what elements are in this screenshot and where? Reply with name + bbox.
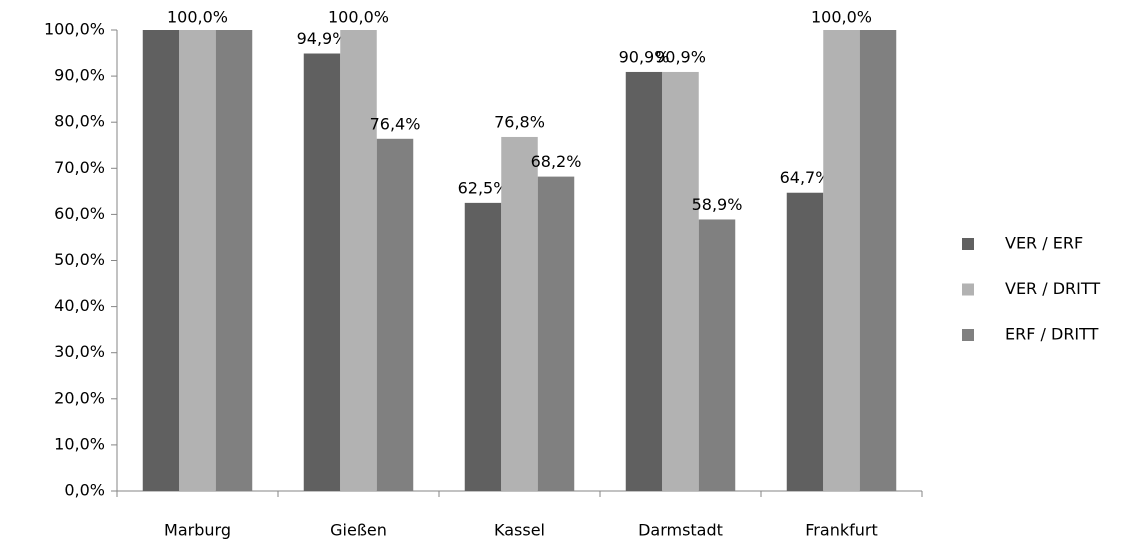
y-tick-label: 70,0%	[54, 158, 105, 177]
bar	[303, 53, 341, 492]
y-tick-label: 80,0%	[54, 112, 105, 131]
data-label: 76,4%	[370, 114, 421, 133]
y-tick-label: 50,0%	[54, 250, 105, 269]
data-label: 58,9%	[692, 195, 743, 214]
y-tick-label: 0,0%	[64, 481, 105, 500]
legend-label: ERF / DRITT	[1005, 325, 1099, 344]
bar	[215, 30, 253, 491]
bar	[501, 136, 538, 491]
x-tick-label: Frankfurt	[805, 521, 877, 540]
bar	[340, 30, 377, 491]
legend-label: VER / DRITT	[1005, 279, 1100, 298]
bar	[142, 30, 180, 491]
bar	[179, 30, 216, 491]
bar	[823, 30, 860, 491]
data-label: 68,2%	[531, 152, 582, 171]
x-tick-label: Gießen	[330, 521, 387, 540]
bar	[625, 71, 663, 492]
bar	[376, 138, 414, 491]
bar	[537, 176, 575, 491]
legend-label: VER / ERF	[1005, 234, 1083, 253]
legend-swatch	[962, 238, 974, 250]
data-label: 94,9%	[297, 29, 348, 48]
data-label: 90,9%	[655, 47, 706, 66]
bar	[464, 202, 502, 491]
y-tick-label: 20,0%	[54, 388, 105, 407]
data-label: 90,9%	[619, 47, 670, 66]
bar	[662, 71, 699, 492]
legend-swatch	[962, 329, 974, 341]
data-label: 76,8%	[494, 112, 545, 131]
y-tick-label: 100,0%	[44, 20, 105, 39]
y-tick-label: 10,0%	[54, 434, 105, 453]
data-label: 100,0%	[328, 8, 389, 27]
x-tick-label: Kassel	[494, 521, 545, 540]
bar	[698, 219, 736, 491]
data-label: 64,7%	[780, 168, 831, 187]
y-tick-label: 90,0%	[54, 66, 105, 85]
x-tick-label: Marburg	[164, 521, 231, 540]
data-label: 100,0%	[167, 8, 228, 27]
legend-swatch	[962, 283, 974, 296]
data-label: 62,5%	[458, 178, 509, 197]
y-tick-label: 40,0%	[54, 296, 105, 315]
y-tick-label: 60,0%	[54, 204, 105, 223]
x-tick-label: Darmstadt	[638, 521, 723, 540]
bar	[786, 192, 824, 491]
bar	[859, 30, 897, 491]
data-label: 100,0%	[811, 8, 872, 27]
y-tick-label: 30,0%	[54, 342, 105, 361]
